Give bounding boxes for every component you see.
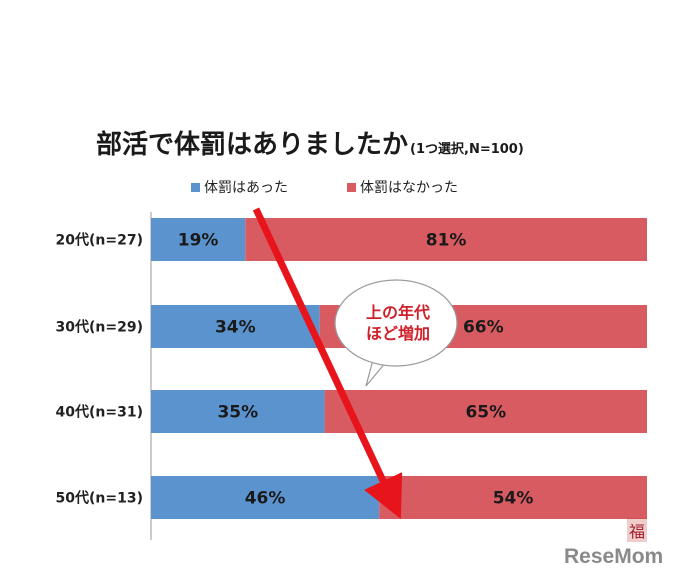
legend-label-no: 体罰はなかった: [360, 180, 458, 196]
chart-title: 部活で体罰はありましたか (1つ選択,N=100): [96, 130, 524, 160]
value-label-yes-40s: 35%: [217, 403, 258, 423]
bar-group-40s: [151, 390, 647, 433]
legend-swatch-no: [347, 183, 356, 192]
value-label-no-30s: 66%: [463, 318, 504, 338]
category-label-40s: 40代(n=31): [56, 404, 143, 421]
bar-yes-40s: [151, 390, 325, 433]
trend-arrow: [252, 207, 403, 520]
watermark-logo-mark: 福: [629, 522, 645, 541]
bar-yes-20s: [151, 218, 246, 261]
value-label-yes-30s: 34%: [215, 318, 256, 338]
callout-bubble: 上の年代 ほど増加: [334, 279, 458, 387]
bar-group-50s: [151, 476, 647, 519]
callout-ellipse: [334, 279, 458, 367]
value-label-no-50s: 54%: [493, 489, 534, 509]
bar-yes-50s: [151, 476, 380, 519]
legend-label-yes: 体罰はあった: [204, 180, 288, 196]
legend: 体罰はあった 体罰はなかった: [191, 180, 458, 196]
category-label-50s: 50代(n=13): [56, 490, 143, 507]
bar-group-20s: [151, 218, 648, 261]
category-label-20s: 20代(n=27): [56, 232, 143, 249]
value-label-yes-20s: 19%: [178, 231, 219, 251]
watermark-logo-block: [627, 518, 647, 542]
watermark-text: ReseMom: [564, 545, 663, 568]
bar-no-20s: [245, 218, 648, 261]
category-label-30s: 30代(n=29): [56, 319, 143, 336]
bar-no-40s: [324, 390, 647, 433]
callout-line-1: 上の年代: [366, 303, 430, 322]
callout-line-2: ほど増加: [366, 324, 430, 343]
legend-swatch-yes: [191, 183, 200, 192]
watermark: 福 ReseMom: [564, 518, 663, 568]
value-label-no-40s: 65%: [465, 403, 506, 423]
bar-yes-30s: [151, 305, 320, 348]
value-label-yes-50s: 46%: [245, 489, 286, 509]
bar-no-50s: [379, 476, 647, 519]
value-label-no-20s: 81%: [426, 231, 467, 251]
callout-joint: [371, 356, 387, 364]
